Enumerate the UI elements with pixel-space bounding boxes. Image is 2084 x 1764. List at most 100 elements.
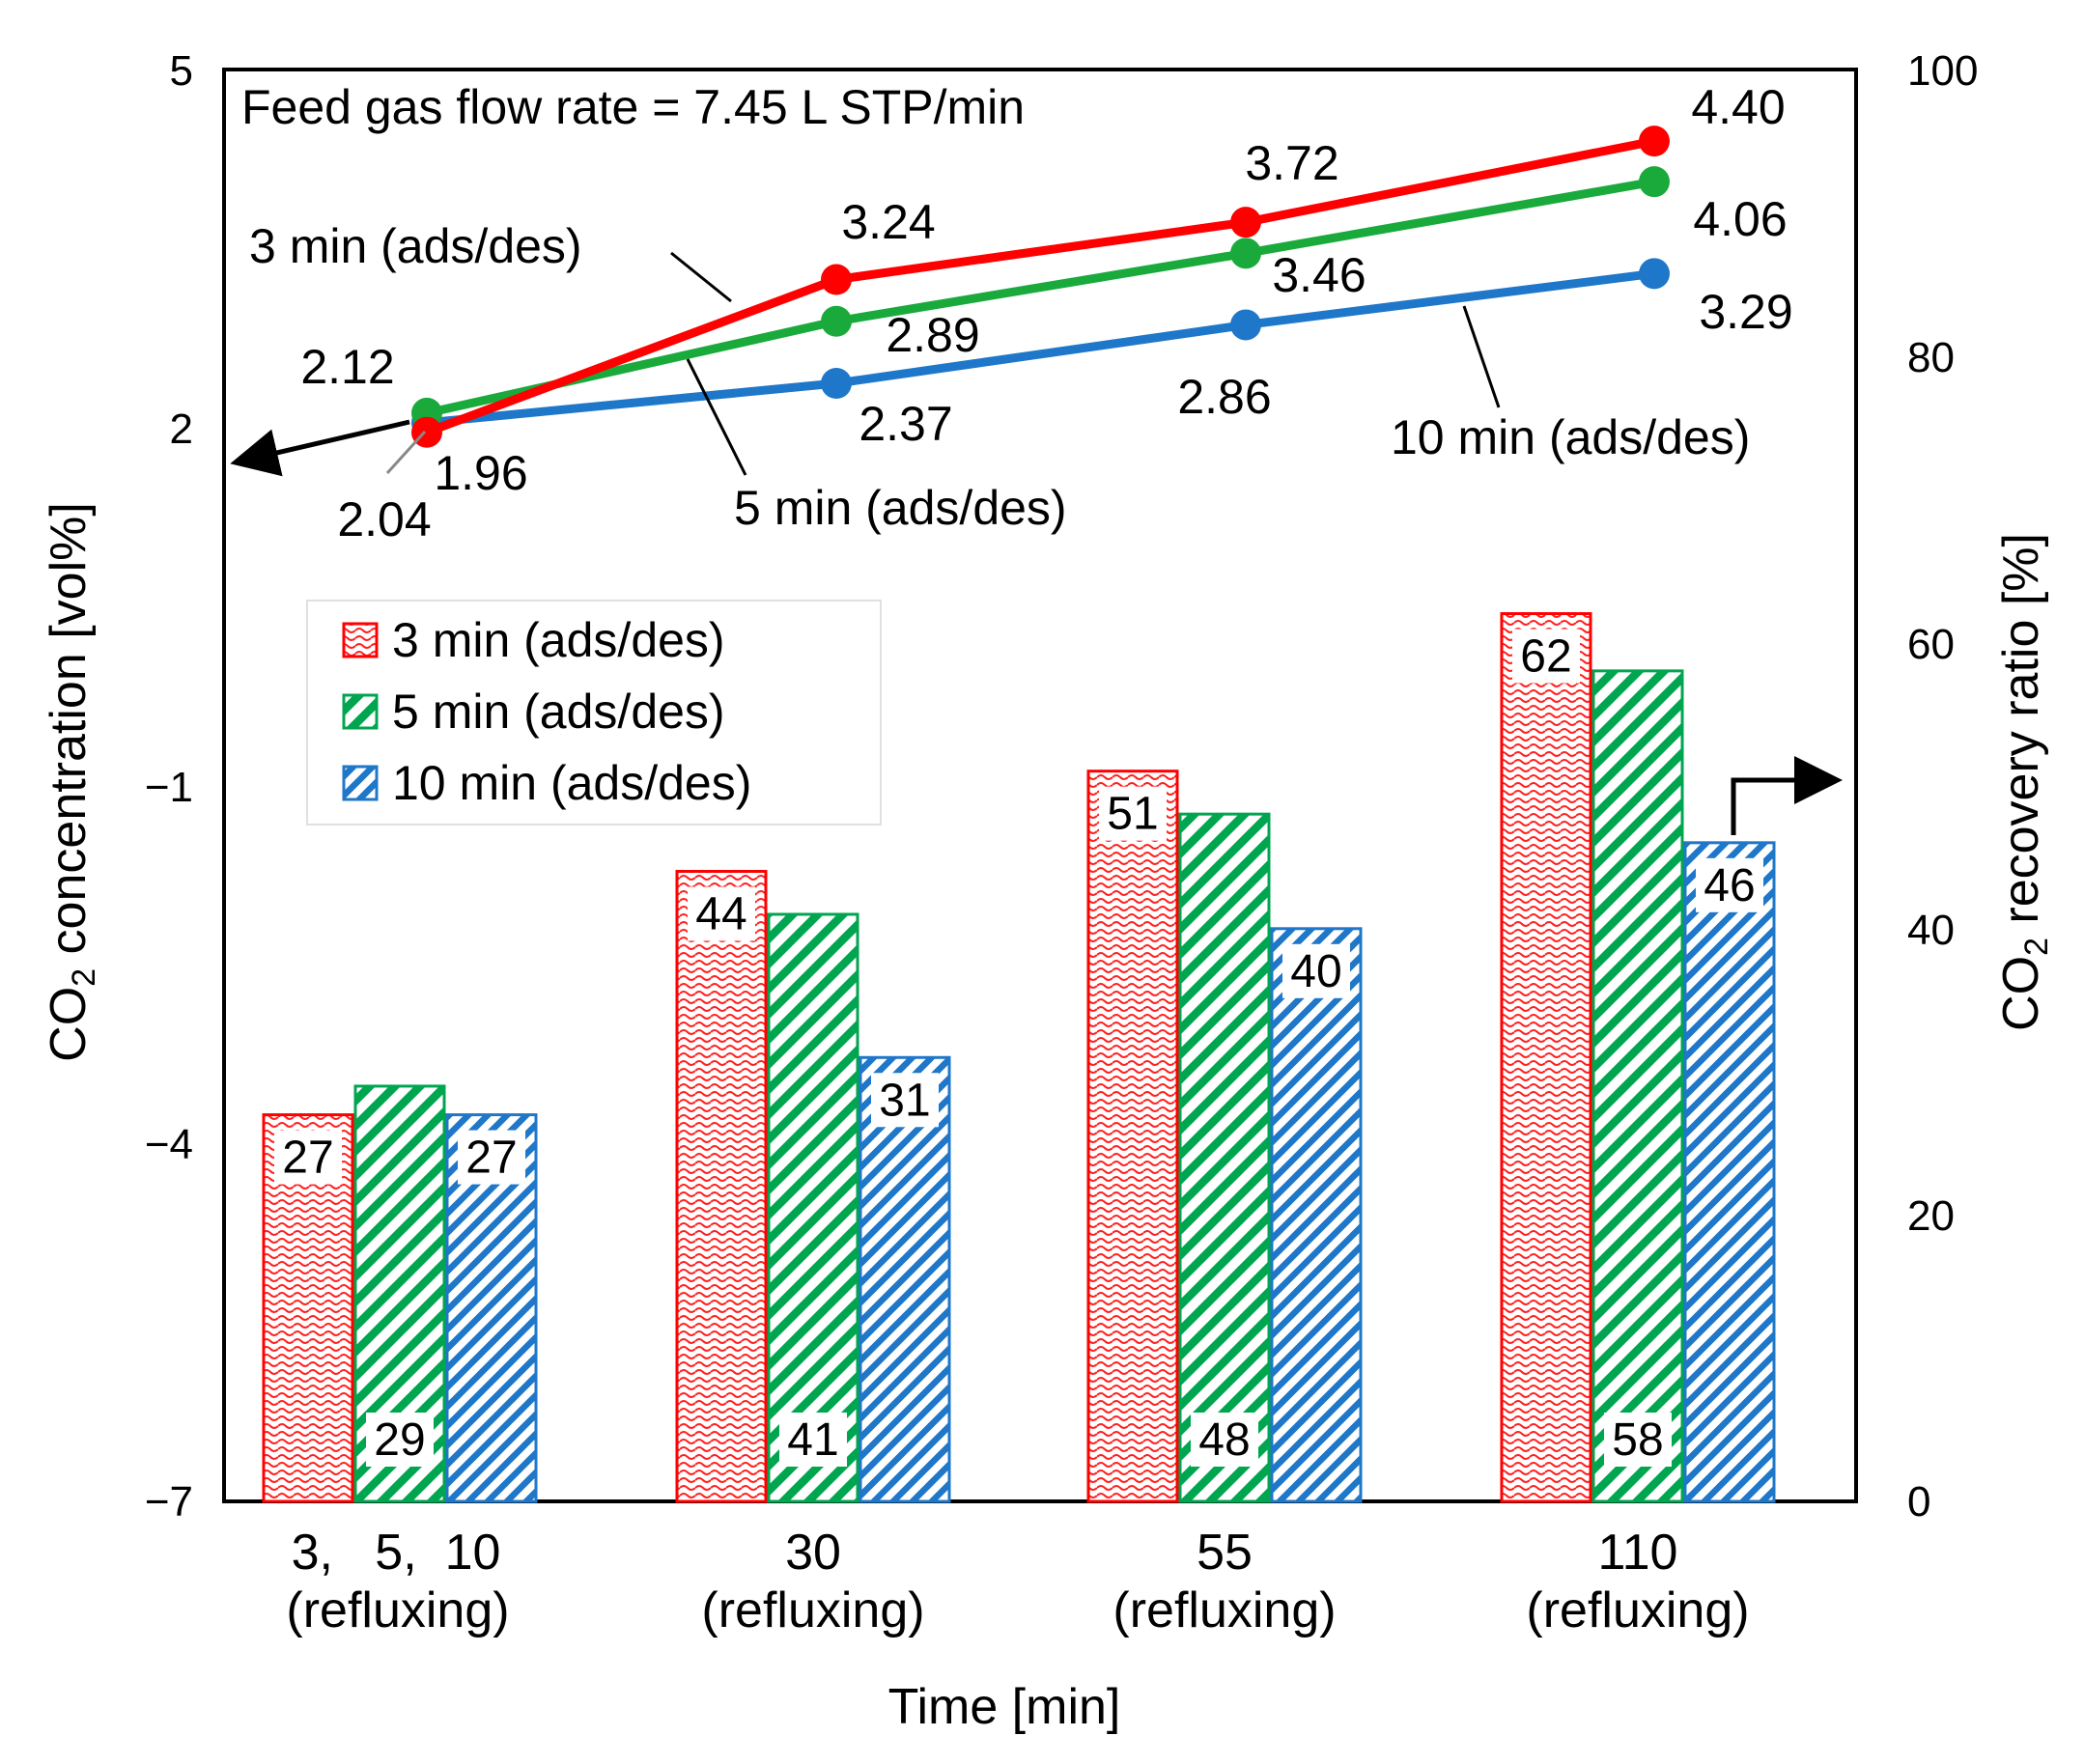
annotation-10min: 10 min (ads/des)	[1391, 410, 1750, 464]
legend-label-10min: 10 min (ads/des)	[392, 756, 751, 810]
bar-value-label: 58	[1612, 1414, 1663, 1466]
line-value-label: 3.46	[1272, 248, 1366, 302]
y-right-tick: 40	[1907, 907, 1955, 954]
bar-2-1	[859, 1055, 951, 1503]
line-value-label: 3.24	[841, 195, 935, 249]
bar-label-bg	[1282, 943, 1350, 998]
line-point-0-2	[1230, 207, 1261, 238]
bar-label-bg	[274, 1130, 342, 1185]
left-axis-arrow	[230, 419, 410, 477]
axis-arrows	[230, 419, 1843, 835]
bar-label-bg	[458, 1130, 525, 1185]
chart-title: Feed gas flow rate = 7.45 L STP/min	[241, 80, 1025, 134]
legend: 3 min (ads/des) 5 min (ads/des) 10 min (…	[306, 600, 882, 826]
x-tick-label-line2: (refluxing)	[1112, 1582, 1336, 1638]
bar-label-bg	[779, 1413, 847, 1467]
right-axis-arrow	[1731, 756, 1843, 835]
y-right-tick: 60	[1907, 621, 1955, 668]
y-right-tick: 100	[1907, 47, 1978, 95]
bar-label-bg	[871, 1073, 939, 1128]
y-left-ticks: 5 2 −1 −4 −7	[145, 47, 193, 1526]
bar-label-bg	[1604, 1413, 1672, 1467]
bar-value-label: 40	[1290, 946, 1341, 997]
y-right-label-main: CO	[1993, 956, 2049, 1031]
x-tick-label-line1: 30	[785, 1525, 841, 1581]
y-right-label-sub: 2	[2018, 938, 2055, 956]
bars-layer: 27 44 51 62 29 41 48 58 27 31 40 46	[262, 612, 1776, 1503]
annotation-5min: 5 min (ads/des)	[734, 481, 1067, 535]
bar-value-label: 44	[695, 888, 746, 939]
y-left-tick: 5	[170, 47, 193, 95]
line-value-label: 3.29	[1699, 285, 1792, 339]
legend-swatch-10min	[342, 765, 379, 801]
bar-label-bg	[1512, 629, 1580, 684]
leader-10min	[1462, 305, 1501, 408]
line-value-label: 4.06	[1693, 192, 1787, 246]
x-axis-label: Time [min]	[888, 1679, 1121, 1735]
line-point-2-2	[1230, 309, 1261, 341]
y-left-label-rest: concentration [vol%]	[41, 502, 97, 968]
bar-value-label: 41	[787, 1414, 838, 1466]
y-right-tick: 80	[1907, 334, 1955, 381]
bar-value-label: 29	[374, 1414, 425, 1466]
bar-value-label: 51	[1107, 789, 1158, 840]
y-left-label-sub: 2	[66, 968, 102, 987]
line-point-1-3	[1639, 166, 1670, 198]
line-value-label: 2.89	[886, 308, 979, 362]
x-tick-label-line2: (refluxing)	[701, 1582, 924, 1638]
bar-0-2	[1086, 770, 1179, 1503]
annotation-3min: 3 min (ads/des)	[249, 219, 582, 273]
bar-label-bg	[1696, 857, 1763, 912]
leader-3min	[670, 251, 732, 303]
plot-frame	[222, 68, 1858, 1503]
line-point-1-1	[821, 305, 852, 337]
x-tick-label-line1: 110	[1598, 1525, 1678, 1581]
line-value-label: 2.12	[300, 340, 394, 394]
bar-label-bg	[1191, 1413, 1258, 1467]
y-left-tick: 2	[170, 406, 193, 453]
line-annotations: 3 min (ads/des) 5 min (ads/des) 10 min (…	[249, 219, 1750, 535]
line-point-1-2	[1230, 238, 1261, 269]
legend-label-5min: 5 min (ads/des)	[392, 685, 725, 739]
bar-1-3	[1591, 669, 1684, 1503]
lines-layer: 1.96 3.24 3.72 4.40 2.12 2.89 3.46 4.06 2.04 2.37…	[300, 80, 1792, 546]
bar-value-label: 31	[879, 1075, 930, 1126]
legend-box	[306, 600, 882, 826]
y-left-label-main: CO	[41, 987, 97, 1062]
y-left-tick: −7	[145, 1478, 193, 1526]
x-tick-label-line1: 55	[1197, 1525, 1253, 1581]
bar-1-1	[767, 912, 859, 1503]
legend-label-3min: 3 min (ads/des)	[392, 613, 725, 667]
bar-value-label: 48	[1198, 1414, 1250, 1466]
y-left-tick: −4	[145, 1121, 193, 1168]
bar-label-bg	[688, 886, 755, 941]
line-point-0-1	[821, 264, 852, 295]
bar-2-3	[1683, 841, 1776, 1503]
bar-0-1	[675, 869, 768, 1503]
bar-value-label: 46	[1704, 860, 1755, 911]
bar-1-2	[1178, 812, 1271, 1503]
bar-label-bg	[366, 1413, 434, 1467]
x-tick-label-line2: (refluxing)	[286, 1582, 509, 1638]
y-right-label-rest: recovery ratio [%]	[1993, 533, 2049, 938]
bar-0-3	[1500, 612, 1592, 1503]
line-0	[425, 136, 1655, 436]
y-right-axis-label: CO2 recovery ratio [%]	[1993, 533, 2055, 1031]
line-point-2-1	[821, 368, 852, 400]
line-2	[426, 268, 1655, 428]
bar-label-bg	[1099, 786, 1167, 841]
bar-value-label: 27	[465, 1133, 517, 1184]
line-point-0-3	[1639, 126, 1670, 157]
line-1	[426, 177, 1655, 418]
y-left-tick: −1	[145, 764, 193, 811]
legend-swatch-5min	[342, 693, 379, 730]
line-value-label: 2.04	[337, 492, 431, 546]
bar-value-label: 62	[1520, 631, 1571, 683]
legend-swatch-3min	[342, 622, 379, 658]
x-tick-label-line2: (refluxing)	[1526, 1582, 1749, 1638]
y-right-tick: 0	[1907, 1478, 1930, 1526]
y-left-axis-label: CO2 concentration [vol%]	[41, 502, 102, 1062]
line-value-label: 3.72	[1245, 136, 1338, 190]
line-value-label: 4.40	[1691, 80, 1785, 134]
